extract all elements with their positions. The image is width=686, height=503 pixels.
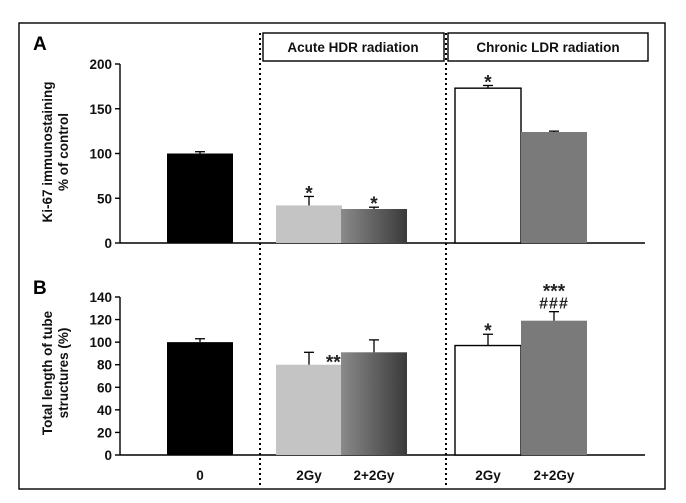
acute-header-box bbox=[262, 32, 445, 62]
bar-b-acute_2gy bbox=[276, 364, 342, 455]
annotation2-b-chronic_2p2gy: ### bbox=[539, 296, 569, 313]
bar-a-control bbox=[167, 153, 233, 243]
chronic-header-label: Chronic LDR radiation bbox=[476, 40, 619, 55]
y-tick-label-a: 200 bbox=[89, 57, 112, 72]
y-tick-label-b: 60 bbox=[97, 380, 112, 395]
y-tick-label-a: 0 bbox=[104, 236, 112, 251]
y-tick-label-b: 0 bbox=[104, 448, 112, 463]
y-tick-label-a: 50 bbox=[97, 191, 112, 206]
bar-a-acute_2p2gy bbox=[341, 208, 407, 243]
x-category-label: 2+2Gy bbox=[534, 468, 575, 483]
y-axis-title-b-line1: Total length of tube bbox=[40, 310, 55, 435]
panel-label-a: A bbox=[33, 34, 47, 55]
bar-b-control bbox=[167, 342, 233, 455]
x-category-label: 2+2Gy bbox=[354, 468, 395, 483]
acute-header-label: Acute HDR radiation bbox=[287, 40, 418, 55]
bar-b-acute_2p2gy bbox=[341, 352, 407, 455]
y-tick-label-b: 80 bbox=[97, 358, 112, 373]
annotation-b-chronic_2gy: * bbox=[484, 321, 492, 342]
annotation-b-chronic_2p2gy: *** bbox=[543, 282, 566, 303]
annotation-a-acute_2p2gy: * bbox=[370, 194, 378, 215]
y-tick-label-b: 40 bbox=[97, 403, 112, 418]
y-axis-title-b-line2: structures (%) bbox=[56, 328, 71, 419]
y-tick-label-b: 20 bbox=[97, 425, 112, 440]
bar-b-chronic_2p2gy bbox=[521, 320, 587, 455]
chronic-header-box bbox=[447, 32, 649, 62]
panel-label-b: B bbox=[33, 278, 47, 299]
figure-frame bbox=[18, 22, 666, 490]
x-category-label: 2Gy bbox=[296, 468, 322, 483]
x-category-label: 2Gy bbox=[475, 468, 501, 483]
y-tick-label-b: 120 bbox=[89, 313, 112, 328]
x-category-label: 0 bbox=[196, 468, 204, 483]
y-axis-title-a-line2: % of control bbox=[56, 113, 71, 191]
y-tick-label-b: 140 bbox=[89, 290, 112, 305]
bar-a-chronic_2p2gy bbox=[521, 132, 587, 243]
bar-b-chronic_2gy bbox=[454, 344, 522, 456]
annotation-a-acute_2gy: * bbox=[305, 183, 313, 204]
bar-a-acute_2gy bbox=[276, 205, 342, 243]
y-tick-label-a: 100 bbox=[89, 147, 112, 162]
y-axis-title-a-line1: Ki-67 immunostaining bbox=[40, 81, 55, 222]
y-axis-title-a: Ki-67 immunostaining % of control bbox=[40, 81, 71, 222]
annotation-a-chronic_2gy: * bbox=[484, 72, 492, 93]
y-axis-title-b: Total length of tube structures (%) bbox=[40, 310, 71, 435]
y-tick-label-a: 150 bbox=[89, 102, 112, 117]
plot-a: 0 50 100 150 200 * * * bbox=[89, 57, 645, 251]
y-tick-label-b: 100 bbox=[89, 335, 112, 350]
bar-a-chronic_2gy bbox=[454, 87, 522, 244]
